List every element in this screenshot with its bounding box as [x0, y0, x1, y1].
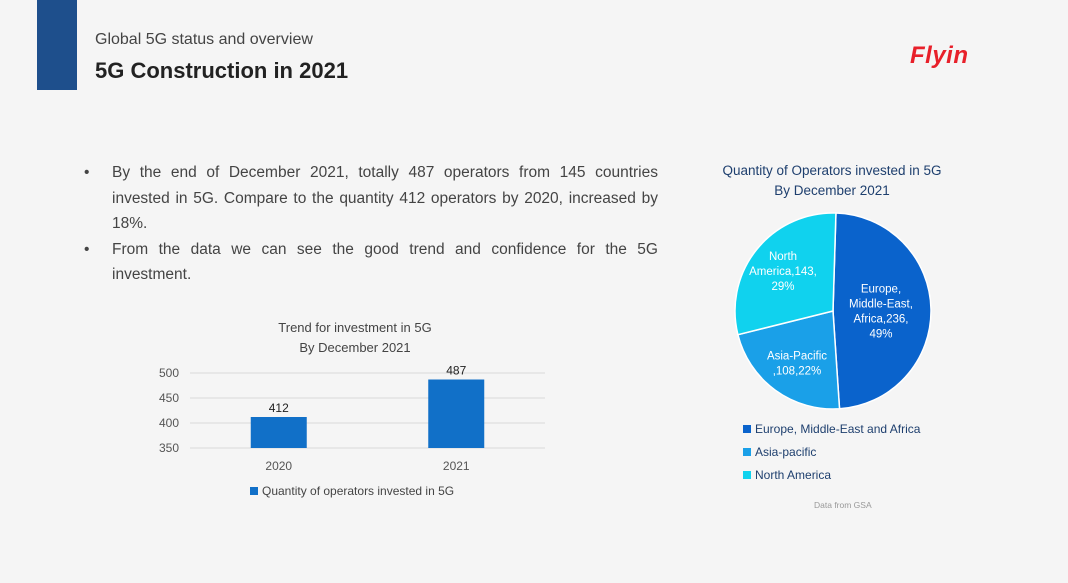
bar-y-tick-label: 350 — [159, 441, 179, 455]
pie-legend-swatch — [743, 448, 751, 456]
pie-legend-label: Europe, Middle-East and Africa — [755, 422, 921, 436]
page-title: 5G Construction in 2021 — [95, 58, 349, 83]
pie-data-label: 49% — [869, 329, 892, 341]
pie-legend-label: Asia-pacific — [755, 445, 816, 459]
bullet-marker: • — [84, 240, 90, 258]
bullet-item: • By the end of December 2021, totally 4… — [84, 160, 658, 237]
bar-x-tick-label: 2020 — [265, 459, 292, 473]
bullet-item: • From the data we can see the good tren… — [84, 237, 658, 288]
pie-data-label: 29% — [771, 281, 794, 293]
pie-chart: Quantity of Operators invested in 5G By … — [722, 163, 941, 482]
brand-logo: Flyin — [910, 42, 969, 69]
pie-data-label: America,143, — [749, 266, 817, 278]
bar-x-tick-label: 2021 — [443, 459, 470, 473]
bar-chart-title-line-1: Trend for investment in 5G — [278, 320, 431, 335]
pie-data-label: Africa,236, — [854, 314, 909, 326]
bullet-text: By the end of December 2021, totally 487… — [112, 164, 658, 232]
accent-bar — [37, 0, 77, 90]
pie-slice-asia-pacific — [736, 310, 841, 410]
pie-data-label: Europe, — [861, 284, 901, 296]
pie-slice-europe-middle-east-and-africa — [832, 212, 932, 410]
pie-data-label: Middle-East, — [849, 299, 913, 311]
pie-chart-title-line-2: By December 2021 — [774, 183, 890, 198]
bar-data-label: 412 — [269, 401, 289, 415]
bar-chart: Trend for investment in 5G By December 2… — [159, 320, 545, 498]
pie-slice-north-america — [734, 212, 837, 336]
pie-data-label: North — [769, 251, 797, 263]
bullet-list: • By the end of December 2021, totally 4… — [84, 160, 658, 288]
bar-2020 — [250, 417, 307, 448]
bar-y-tick-label: 500 — [159, 366, 179, 380]
bar-2021 — [428, 379, 485, 448]
pie-legend-swatch — [743, 425, 751, 433]
bar-legend-swatch — [250, 487, 258, 495]
bar-y-tick-label: 400 — [159, 416, 179, 430]
pie-legend-label: North America — [755, 468, 831, 482]
bar-legend-label: Quantity of operators invested in 5G — [262, 484, 454, 498]
pie-data-label: Asia-Pacific — [767, 351, 827, 363]
page-subtitle: Global 5G status and overview — [95, 31, 313, 48]
bar-data-label: 487 — [446, 364, 466, 378]
bullet-marker: • — [84, 164, 90, 181]
bar-chart-title-line-2: By December 2021 — [299, 340, 410, 355]
pie-legend-swatch — [743, 471, 751, 479]
pie-data-label: ,108,22% — [773, 366, 822, 378]
pie-chart-title-line-1: Quantity of Operators invested in 5G — [722, 163, 941, 178]
data-source-note: Data from GSA — [814, 500, 872, 510]
bullet-text: From the data we can see the good trend … — [112, 240, 658, 284]
bar-y-tick-label: 450 — [159, 391, 179, 405]
